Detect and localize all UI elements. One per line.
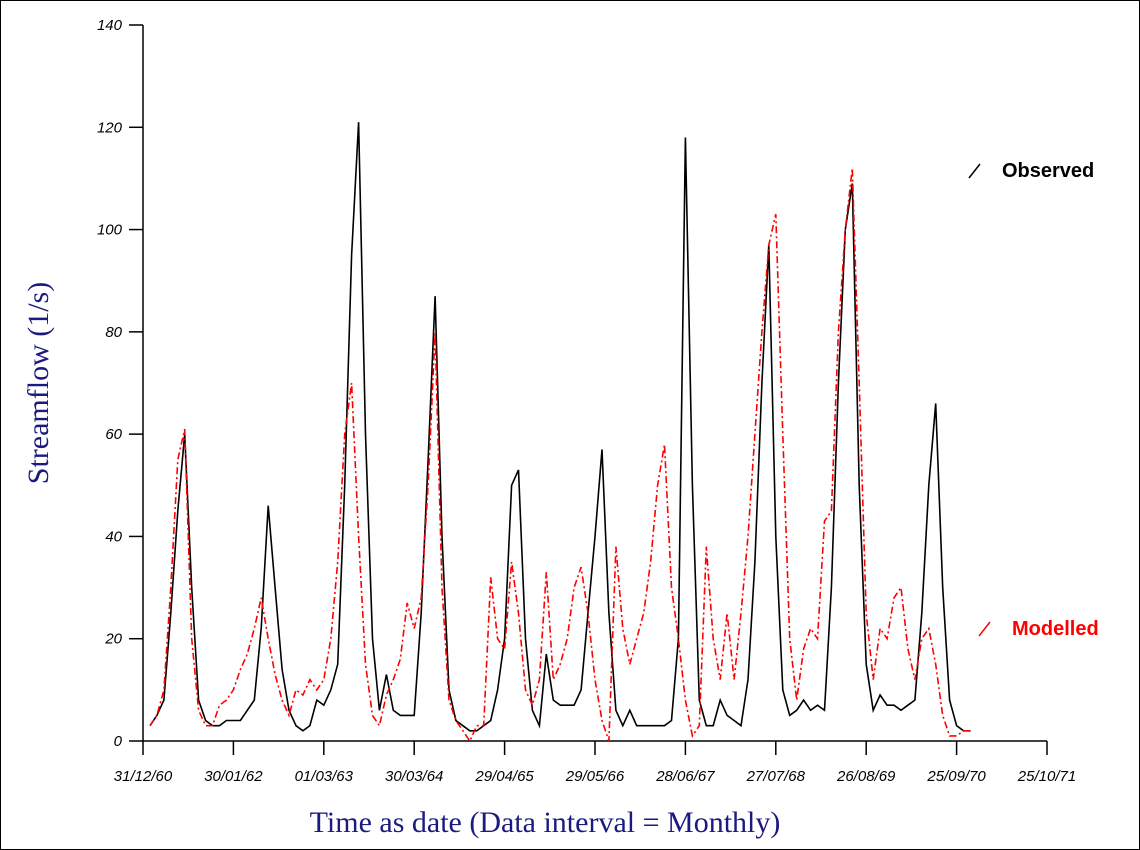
x-tick-label: 01/03/63 <box>295 768 354 785</box>
x-tick-label: 25/10/71 <box>1017 768 1076 785</box>
y-tick-label: 140 <box>97 17 123 34</box>
legend-swatch <box>978 621 991 637</box>
y-tick-label: 40 <box>105 528 122 545</box>
x-tick-label: 30/03/64 <box>385 768 443 785</box>
x-tick-label: 29/05/66 <box>565 768 625 785</box>
y-tick-label: 20 <box>104 631 122 648</box>
legend-swatch <box>968 163 981 179</box>
series-line <box>149 168 971 743</box>
legend-label: Modelled <box>1012 618 1099 640</box>
series-line <box>149 122 971 732</box>
y-axis-title: Streamflow (1/s) <box>22 282 55 484</box>
x-tick-label: 25/09/70 <box>926 768 986 785</box>
y-tick-label: 60 <box>105 426 122 443</box>
y-tick-label: 80 <box>105 324 122 341</box>
x-tick-label: 29/04/65 <box>474 768 534 785</box>
x-axis-title: Time as date (Data interval = Monthly) <box>310 806 781 839</box>
x-tick-label: 28/06/67 <box>655 768 715 785</box>
y-tick-label: 100 <box>97 222 123 239</box>
x-tick-label: 26/08/69 <box>836 768 896 785</box>
y-tick-label: 120 <box>97 119 123 136</box>
legend-label: Observed <box>1002 160 1094 182</box>
x-tick-label: 30/01/62 <box>204 768 263 785</box>
x-tick-label: 31/12/60 <box>114 768 173 785</box>
y-tick-label: 0 <box>114 733 123 750</box>
x-tick-label: 27/07/68 <box>746 768 806 785</box>
